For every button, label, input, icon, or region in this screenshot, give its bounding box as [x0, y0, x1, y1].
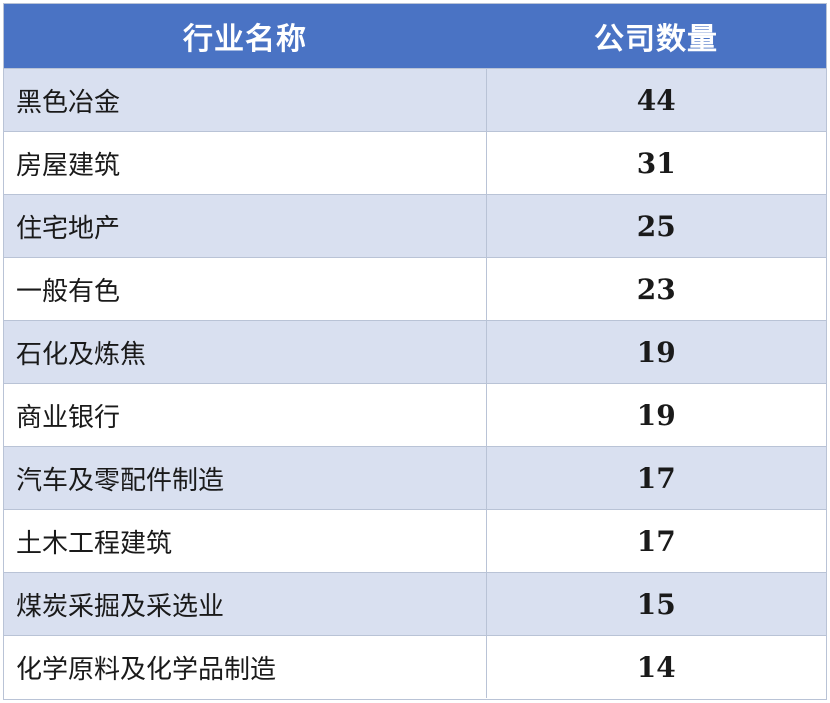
table-row: 一般有色 23	[4, 257, 826, 321]
table-row: 化学原料及化学品制造 14	[4, 635, 826, 698]
company-count-cell: 17	[486, 446, 826, 510]
industry-name-cell: 商业银行	[4, 383, 487, 447]
header-industry-name: 行业名称	[4, 4, 486, 69]
company-count-cell: 19	[486, 383, 826, 447]
company-count-cell: 14	[486, 635, 826, 698]
industry-name-cell: 汽车及零配件制造	[4, 446, 487, 510]
table-row: 房屋建筑 31	[4, 131, 826, 195]
company-count-cell: 19	[486, 320, 826, 384]
table-row: 汽车及零配件制造 17	[4, 446, 826, 510]
table-header: 行业名称 公司数量	[4, 4, 826, 69]
table-body: 黑色冶金 44 房屋建筑 31 住宅地产 25 一般有色 23 石化及炼焦 19…	[4, 68, 826, 698]
industry-name-cell: 一般有色	[4, 257, 487, 321]
table-row: 石化及炼焦 19	[4, 320, 826, 384]
company-count-cell: 23	[486, 257, 826, 321]
company-count-cell: 44	[486, 68, 826, 132]
industry-name-cell: 房屋建筑	[4, 131, 487, 195]
industry-name-cell: 化学原料及化学品制造	[4, 635, 487, 698]
industry-table-container: 行业名称 公司数量 黑色冶金 44 房屋建筑 31 住宅地产 25 一般有色 2…	[3, 3, 827, 700]
table-row: 黑色冶金 44	[4, 68, 826, 132]
industry-name-cell: 石化及炼焦	[4, 320, 487, 384]
table-row: 住宅地产 25	[4, 194, 826, 258]
table-row: 煤炭采掘及采选业 15	[4, 572, 826, 636]
header-row: 行业名称 公司数量	[4, 4, 826, 69]
company-count-cell: 17	[486, 509, 826, 573]
company-count-cell: 15	[486, 572, 826, 636]
industry-name-cell: 住宅地产	[4, 194, 487, 258]
industry-name-cell: 煤炭采掘及采选业	[4, 572, 487, 636]
company-count-cell: 25	[486, 194, 826, 258]
table-row: 商业银行 19	[4, 383, 826, 447]
industry-name-cell: 黑色冶金	[4, 68, 487, 132]
table-row: 土木工程建筑 17	[4, 509, 826, 573]
company-count-cell: 31	[486, 131, 826, 195]
header-company-count: 公司数量	[486, 4, 826, 69]
industry-company-table: 行业名称 公司数量 黑色冶金 44 房屋建筑 31 住宅地产 25 一般有色 2…	[4, 4, 826, 698]
industry-name-cell: 土木工程建筑	[4, 509, 487, 573]
